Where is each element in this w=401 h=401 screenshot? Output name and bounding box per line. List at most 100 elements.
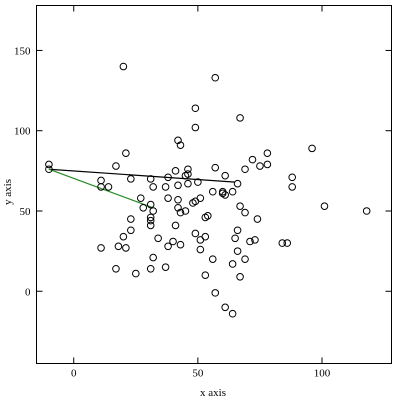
data-point (191, 123, 200, 132)
plot-frame (36, 5, 392, 364)
data-point (45, 160, 53, 169)
data-point (228, 260, 237, 268)
data-point (253, 215, 262, 223)
data-point (127, 215, 135, 223)
data-point (283, 239, 292, 247)
data-point (263, 149, 272, 157)
data-point (362, 207, 371, 215)
data-point (191, 104, 200, 113)
data-point (176, 141, 185, 149)
data-point (176, 240, 185, 249)
data-point (184, 179, 192, 188)
data-point (221, 303, 229, 312)
data-point (241, 255, 249, 263)
data-point (112, 264, 120, 273)
data-point (164, 194, 172, 202)
data-point (149, 207, 157, 215)
data-point (164, 242, 172, 251)
data-point (231, 234, 239, 243)
data-point (288, 183, 296, 191)
data-point (127, 226, 135, 235)
data-point (278, 239, 287, 247)
data-point (174, 203, 182, 212)
data-point (233, 179, 242, 188)
data-point (236, 202, 244, 210)
data-point (161, 183, 170, 191)
data-point (164, 173, 172, 182)
x-axis-label: x axis (200, 387, 226, 399)
data-point (114, 242, 123, 251)
fit-line (48, 168, 154, 209)
data-point (233, 247, 242, 255)
data-point (132, 269, 140, 278)
data-point (176, 208, 185, 217)
data-point (228, 309, 237, 318)
data-point (174, 181, 182, 190)
regression-lines (48, 168, 236, 209)
x-tick-label: 0 (71, 368, 77, 380)
data-point (211, 163, 220, 172)
data-point (127, 175, 135, 183)
data-point (119, 232, 128, 241)
data-point (189, 199, 197, 207)
data-point (181, 171, 190, 180)
data-point (161, 263, 170, 271)
axis-ticks: 0 50 100 0 50 100 150 (14, 5, 392, 380)
data-point (149, 253, 157, 262)
data-point (308, 144, 316, 153)
data-point (146, 264, 155, 273)
data-point (241, 165, 249, 174)
data-point (184, 165, 192, 174)
data-point (233, 226, 242, 235)
data-points (45, 62, 371, 318)
data-point (221, 171, 229, 180)
data-point (263, 160, 272, 169)
data-point (256, 162, 264, 170)
data-point (169, 237, 177, 246)
data-point (136, 194, 145, 202)
data-point (241, 208, 249, 217)
data-point (112, 162, 120, 170)
data-point (146, 175, 155, 183)
x-tick-label: 100 (314, 368, 331, 380)
data-point (320, 202, 329, 210)
y-axis-label: y axis (2, 179, 14, 205)
data-point (201, 271, 210, 280)
data-point (208, 187, 217, 196)
data-point (146, 221, 155, 230)
data-point (174, 195, 182, 204)
data-point (228, 187, 237, 196)
y-tick-label: 150 (14, 45, 31, 57)
data-point (122, 244, 130, 252)
data-point (171, 167, 180, 175)
data-point (196, 236, 205, 244)
data-point (139, 203, 148, 212)
data-point (194, 178, 202, 186)
data-point (211, 289, 220, 297)
fit-line (48, 168, 236, 183)
data-point (122, 149, 130, 157)
data-point (171, 221, 180, 230)
data-point (208, 255, 217, 263)
y-tick-label: 50 (20, 206, 32, 218)
data-point (248, 155, 257, 164)
data-point (154, 234, 162, 243)
data-point (146, 216, 155, 225)
data-point (149, 183, 157, 191)
data-point (288, 173, 296, 182)
data-point (119, 62, 128, 71)
data-point (146, 213, 155, 222)
data-point (97, 176, 105, 185)
data-point (97, 244, 105, 252)
y-tick-label: 0 (25, 286, 31, 298)
x-tick-label: 50 (192, 368, 204, 380)
data-point (246, 237, 254, 246)
data-point (251, 236, 259, 244)
data-point (45, 165, 53, 174)
y-tick-label: 100 (14, 126, 31, 138)
data-point (174, 136, 182, 145)
data-point (97, 183, 105, 191)
data-point (203, 212, 212, 220)
data-point (146, 200, 155, 209)
